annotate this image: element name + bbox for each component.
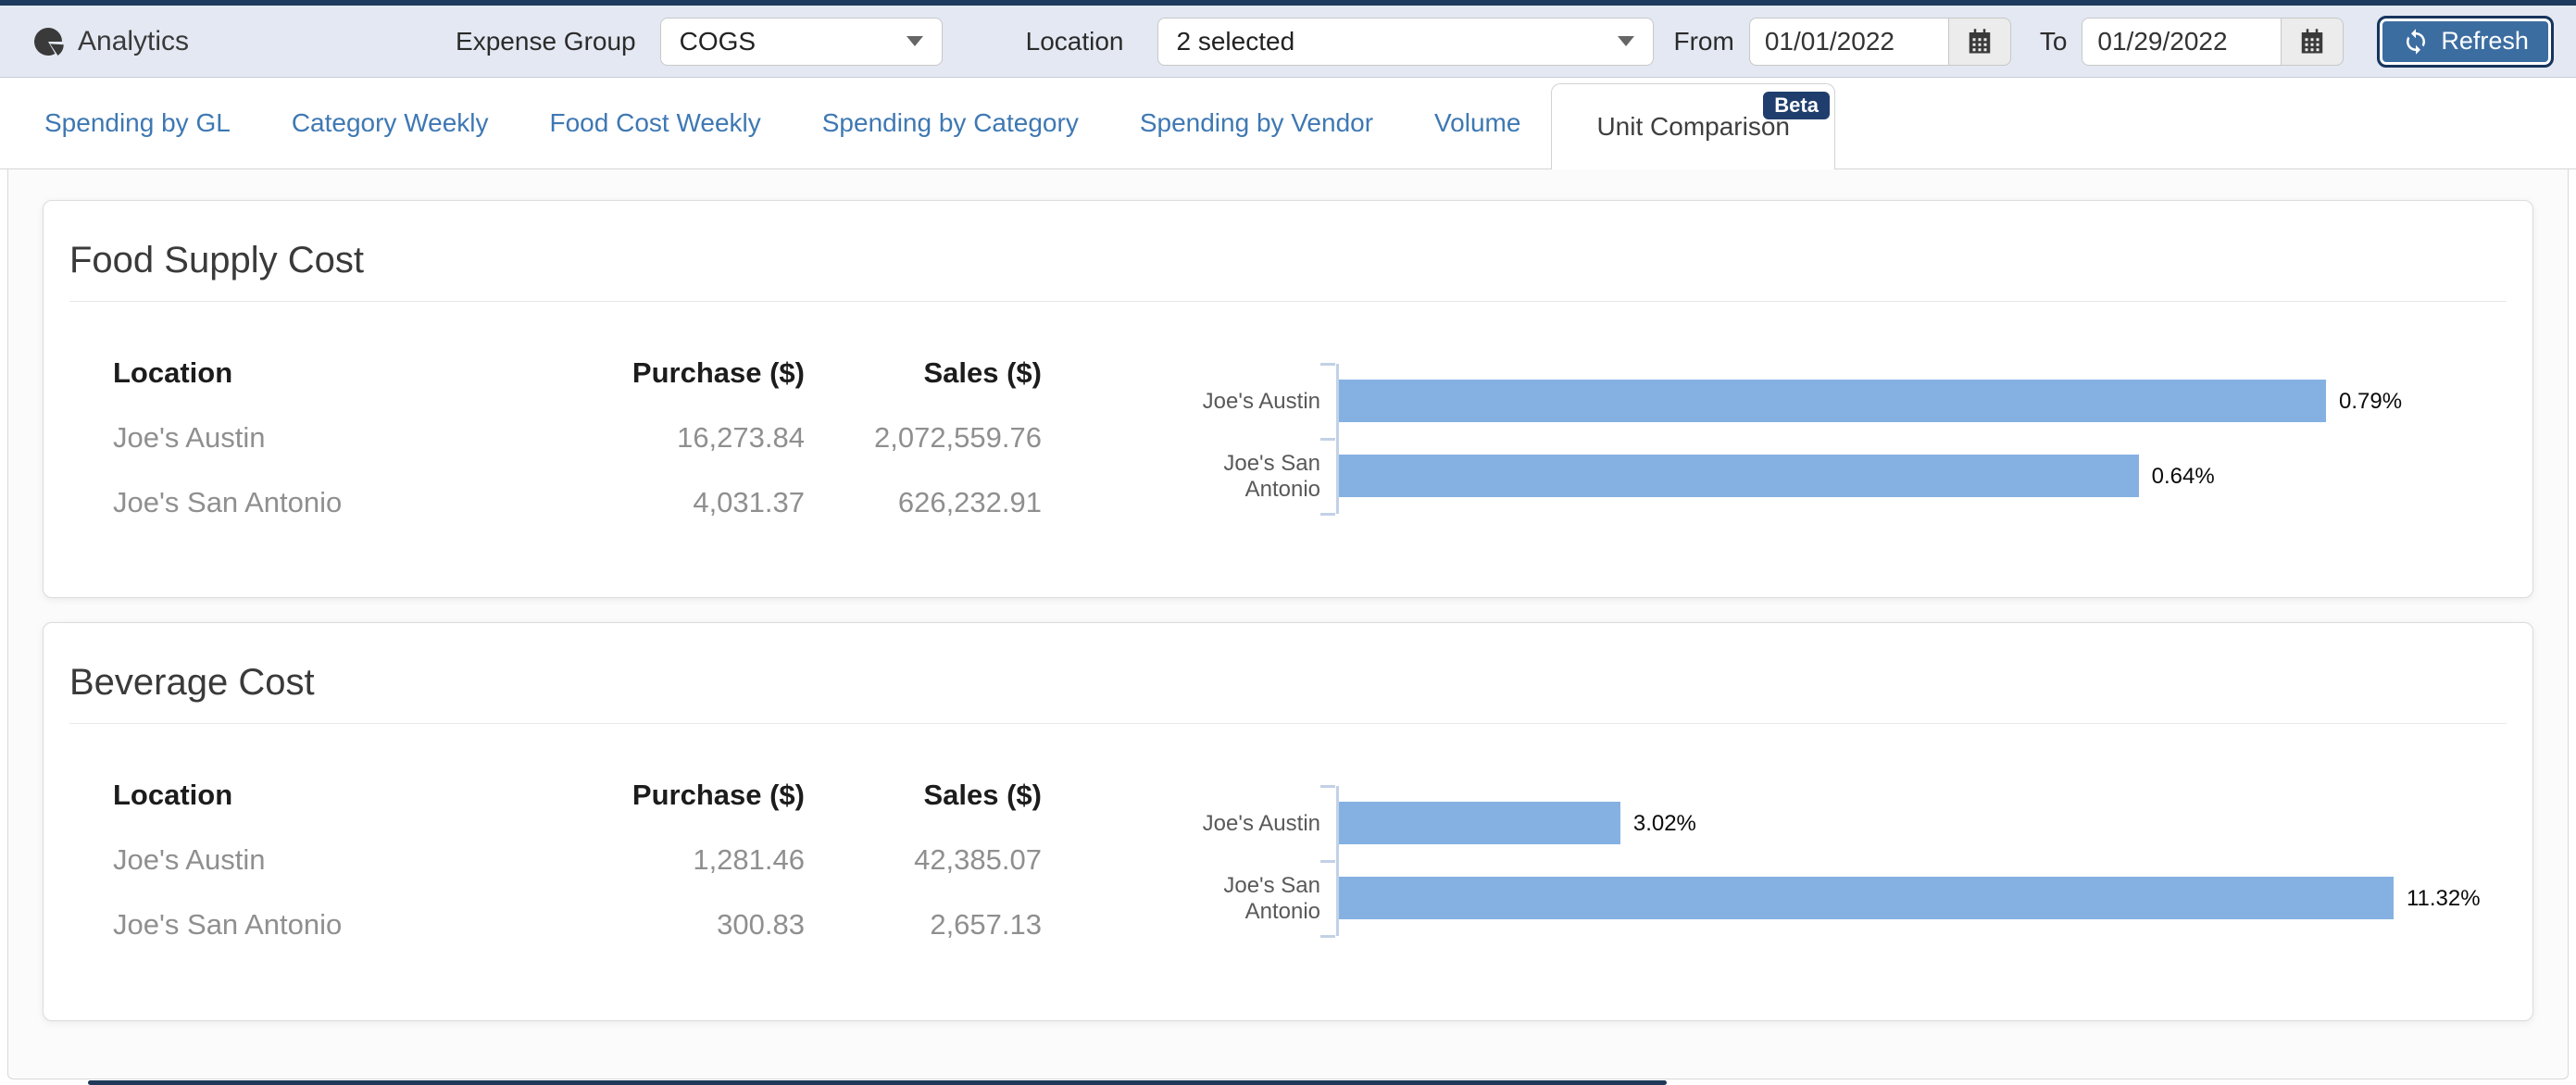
table-value: 1,281.46 <box>693 843 805 876</box>
chart-plot-area: 0.79% <box>1320 363 2403 439</box>
refresh-button[interactable]: Refresh <box>2377 15 2554 68</box>
chevron-down-icon <box>906 36 923 46</box>
chart-category-label: Joe's Austin <box>1202 810 1320 836</box>
location-label: Location <box>1025 26 1124 56</box>
column-header: Location <box>113 779 233 811</box>
tab-label: Food Cost Weekly <box>549 108 761 137</box>
location-value: 2 selected <box>1176 26 1295 56</box>
tab-label: Spending by Vendor <box>1139 108 1374 137</box>
location-name: Joe's San Antonio <box>113 486 343 518</box>
date-to-calendar-button[interactable] <box>2281 17 2345 66</box>
bar-chart: Joe's Austin 3.02% Joe's San Antonio 11.32% <box>1160 763 2481 957</box>
chart-category-label: Joe's San Antonio <box>1223 450 1320 502</box>
divider <box>69 301 2507 302</box>
date-to-label: To <box>2039 26 2068 56</box>
card-title: Food Supply Cost <box>69 240 364 281</box>
calendar-icon <box>2302 28 2323 53</box>
table-value: 42,385.07 <box>914 843 1042 876</box>
beta-badge: Beta <box>1763 92 1830 119</box>
chart-plot-area: 3.02% <box>1320 785 2401 861</box>
chart-bar <box>1339 877 2394 919</box>
tab-bar: Spending by GL Category Weekly Food Cost W… <box>0 78 2576 169</box>
tab-label: Unit Comparison <box>1596 112 1790 141</box>
divider <box>69 723 2507 724</box>
tab-food-cost-weekly[interactable]: Food Cost Weekly <box>550 78 761 168</box>
date-from-input[interactable] <box>1748 17 1948 66</box>
tab-unit-comparison[interactable]: Unit Comparison Beta <box>1551 83 1835 169</box>
page-title: Analytics <box>78 25 190 56</box>
chart-bar <box>1339 802 1620 844</box>
tab-volume[interactable]: Volume <box>1434 78 1520 168</box>
chart-value-label: 0.64% <box>2151 463 2215 489</box>
table-header-row: Location Purchase ($) Sales ($) <box>113 341 1042 405</box>
column-header: Sales ($) <box>923 356 1042 389</box>
chart-row: Joe's San Antonio 0.64% <box>1160 438 2401 516</box>
data-table: Location Purchase ($) Sales ($) Joe's Austi… <box>113 763 1042 957</box>
refresh-icon <box>2407 28 2426 55</box>
chart-bar <box>1339 380 2327 422</box>
chart-row: Joe's San Antonio 11.32% <box>1160 860 2481 938</box>
table-value: 4,031.37 <box>693 486 805 518</box>
date-from-label: From <box>1673 26 1734 56</box>
column-header: Purchase ($) <box>631 779 805 811</box>
expense-group-label: Expense Group <box>456 26 636 56</box>
location-name: Joe's Austin <box>113 843 266 876</box>
column-header: Location <box>113 356 233 389</box>
chart-plot-area: 0.64% <box>1320 438 2401 516</box>
expense-group-select[interactable]: COGS <box>659 17 943 66</box>
refresh-button-label: Refresh <box>2441 27 2529 55</box>
column-header: Purchase ($) <box>631 356 805 389</box>
tab-category-weekly[interactable]: Category Weekly <box>292 78 489 168</box>
chart-row: Joe's Austin 0.79% <box>1160 363 2403 439</box>
chart-plot-area: 11.32% <box>1320 860 2481 938</box>
table-value: 16,273.84 <box>677 421 805 454</box>
table-value: 2,072,559.76 <box>873 421 1042 454</box>
tab-spending-by-vendor[interactable]: Spending by Vendor <box>1140 78 1373 168</box>
chart-value-label: 0.79% <box>2339 388 2403 414</box>
app-brand: Analytics <box>31 25 189 58</box>
tab-label: Spending by GL <box>44 108 231 137</box>
table-row: Joe's Austin 16,273.84 2,072,559.76 <box>113 405 1042 470</box>
date-to-input[interactable] <box>2082 17 2282 66</box>
chart-row: Joe's Austin 3.02% <box>1160 785 2401 861</box>
expense-group-value: COGS <box>679 26 757 56</box>
location-select[interactable]: 2 selected <box>1157 17 1654 66</box>
date-to-group <box>2082 17 2345 66</box>
table-row: Joe's San Antonio 4,031.37 626,232.91 <box>113 470 1042 535</box>
tab-spending-by-category[interactable]: Spending by Category <box>822 78 1079 168</box>
header-bar: Analytics Expense Group COGS Location 2 … <box>0 6 2576 78</box>
table-value: 626,232.91 <box>897 486 1042 518</box>
table-value: 2,657.13 <box>930 908 1042 941</box>
chevron-down-icon <box>1617 36 1634 46</box>
horizontal-scrollbar-thumb[interactable] <box>88 1080 1667 1085</box>
location-name: Joe's San Antonio <box>113 908 343 941</box>
pie-chart-icon <box>34 27 64 56</box>
report-card: Beverage Cost Location Purchase ($) Sales … <box>43 622 2533 1021</box>
table-value: 300.83 <box>717 908 805 941</box>
date-from-group <box>1748 17 2011 66</box>
card-title: Beverage Cost <box>69 662 315 703</box>
date-from-calendar-button[interactable] <box>1947 17 2011 66</box>
table-row: Joe's Austin 1,281.46 42,385.07 <box>113 828 1042 892</box>
table-header-row: Location Purchase ($) Sales ($) <box>113 763 1042 828</box>
chart-value-label: 3.02% <box>1632 810 1696 836</box>
location-name: Joe's Austin <box>113 421 266 454</box>
calendar-icon <box>1969 28 1991 53</box>
tab-content-panel: Food Supply Cost Location Purchase ($) Sal… <box>7 169 2569 1079</box>
tab-label: Volume <box>1434 108 1521 137</box>
report-card: Food Supply Cost Location Purchase ($) Sal… <box>43 200 2533 598</box>
chart-value-label: 11.32% <box>2406 885 2481 911</box>
table-row: Joe's San Antonio 300.83 2,657.13 <box>113 892 1042 957</box>
column-header: Sales ($) <box>923 779 1042 811</box>
tab-label: Category Weekly <box>291 108 489 137</box>
tab-label: Spending by Category <box>821 108 1079 137</box>
bar-chart: Joe's Austin 0.79% Joe's San Antonio 0.64% <box>1160 341 2403 535</box>
browser-top-edge <box>0 0 2576 6</box>
chart-category-label: Joe's Austin <box>1202 388 1320 414</box>
chart-bar <box>1339 455 2139 497</box>
tab-spending-by-gl[interactable]: Spending by GL <box>44 78 231 168</box>
chart-category-label: Joe's San Antonio <box>1223 872 1320 924</box>
data-table: Location Purchase ($) Sales ($) Joe's Austi… <box>113 341 1042 535</box>
